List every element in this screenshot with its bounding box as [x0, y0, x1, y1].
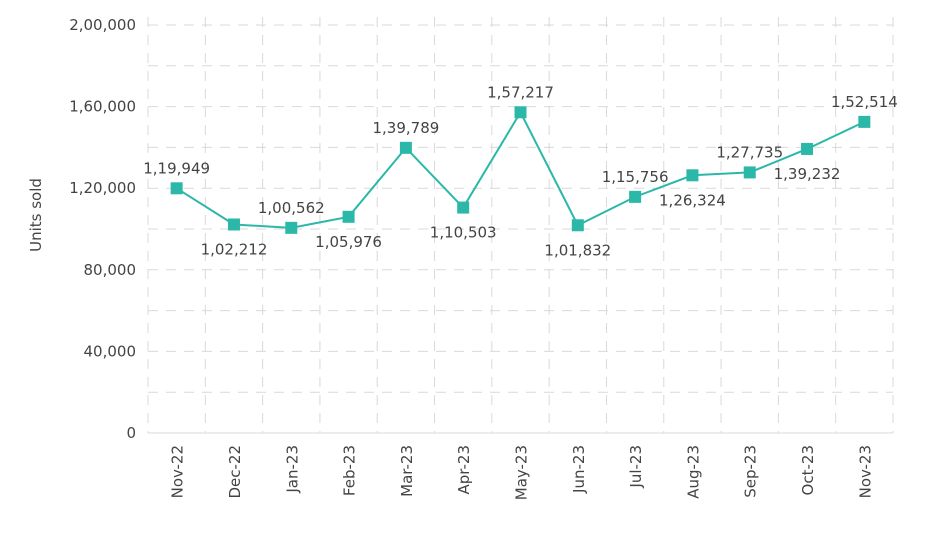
- x-tick-label: Apr-23: [455, 445, 473, 495]
- data-label: 1,52,514: [831, 93, 898, 111]
- data-labels: 1,19,949 1,02,212 1,00,562 1,05,976 1,39,789…: [143, 83, 897, 259]
- x-axis-ticks: Nov-22 Dec-22 Jan-23 Feb-23 Mar-23 Apr-23 May-…: [169, 445, 875, 500]
- y-tick-label: 0: [126, 424, 136, 442]
- data-point-marker: [629, 190, 642, 203]
- data-point-marker: [514, 106, 527, 119]
- data-label: 1,02,212: [201, 240, 268, 258]
- data-label: 1,26,324: [659, 191, 726, 209]
- data-label: 1,39,232: [774, 165, 841, 183]
- data-point-marker: [227, 218, 240, 231]
- data-point-marker: [571, 219, 584, 232]
- x-tick-label: Oct-23: [799, 445, 817, 495]
- data-label: 1,00,562: [258, 199, 325, 217]
- x-tick-label: May-23: [513, 445, 531, 500]
- x-tick-label: Sep-23: [742, 445, 760, 498]
- x-tick-label: Jul-23: [627, 445, 645, 489]
- x-tick-label: Jun-23: [570, 445, 588, 494]
- data-label: 1,57,217: [487, 83, 554, 101]
- grid: [147, 17, 894, 434]
- data-point-marker: [457, 201, 470, 214]
- y-tick-label: 1,60,000: [69, 98, 136, 116]
- x-tick-label: Jan-23: [283, 445, 301, 494]
- data-point-marker: [342, 210, 355, 223]
- y-tick-label: 80,000: [84, 261, 137, 279]
- data-label: 1,05,976: [315, 233, 382, 251]
- data-point-marker: [858, 115, 871, 128]
- data-label: 1,27,735: [716, 143, 783, 161]
- data-point-marker: [686, 169, 699, 182]
- data-point-marker: [743, 166, 756, 179]
- data-label: 1,01,832: [544, 241, 611, 259]
- data-point-marker: [801, 142, 814, 155]
- x-tick-label: Mar-23: [398, 445, 416, 497]
- data-label: 1,39,789: [372, 119, 439, 137]
- data-label: 1,10,503: [430, 224, 497, 242]
- data-point-marker: [285, 221, 298, 234]
- series: [170, 106, 871, 234]
- y-tick-label: 1,20,000: [69, 179, 136, 197]
- data-point-marker: [399, 141, 412, 154]
- x-tick-label: Dec-22: [226, 445, 244, 499]
- y-tick-label: 2,00,000: [69, 16, 136, 34]
- y-axis-ticks: 0 40,000 80,000 1,20,000 1,60,000 2,00,000: [69, 16, 136, 442]
- y-tick-label: 40,000: [84, 342, 137, 360]
- x-tick-label: Nov-22: [169, 445, 187, 498]
- data-label: 1,15,756: [602, 168, 669, 186]
- data-point-marker: [170, 182, 183, 195]
- data-label: 1,19,949: [143, 159, 210, 177]
- x-tick-label: Feb-23: [341, 445, 359, 496]
- x-tick-label: Nov-23: [856, 445, 874, 498]
- x-tick-label: Aug-23: [684, 445, 702, 499]
- y-axis-label: Units sold: [27, 178, 45, 252]
